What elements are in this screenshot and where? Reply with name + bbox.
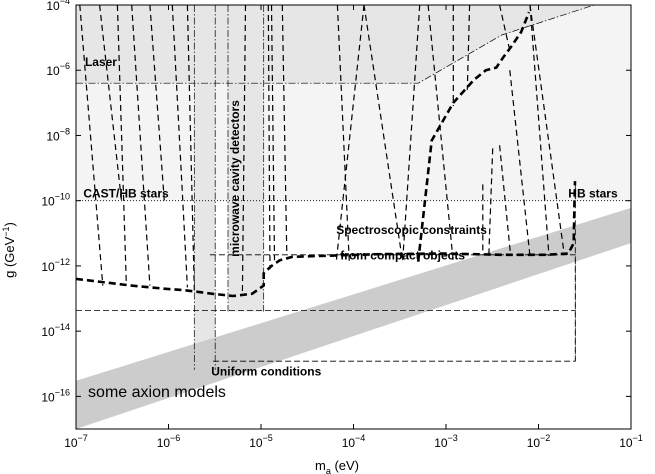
region-2 [228, 5, 264, 312]
curve-16 [336, 5, 350, 263]
shaded-regions [76, 5, 631, 429]
annotation-label: microwave cavity detectors [228, 100, 242, 257]
annotations: Laser CAST/HB stars HB stars microwave cavi… [83, 55, 618, 401]
x-tick-label: 10−1 [619, 433, 643, 450]
annotation-label: some axion models [88, 384, 226, 401]
curve-28 [529, 5, 550, 257]
annotation-label: CAST/HB stars [83, 187, 169, 201]
curve-25 [488, 148, 494, 257]
annotation-label: HB stars [568, 187, 618, 201]
curve-5 [79, 5, 104, 286]
curve-6 [99, 5, 123, 201]
curve-8 [131, 5, 151, 286]
region-4 [76, 207, 631, 429]
y-axis-label: g (GeV−1) [1, 222, 17, 278]
curve-18 [363, 5, 404, 263]
region-3 [194, 5, 216, 370]
curve-11 [186, 5, 195, 291]
curve-2 [209, 254, 576, 362]
curve-10 [171, 5, 188, 288]
constraint-curves [76, 5, 631, 370]
x-tick-label: 10−6 [157, 433, 181, 450]
y-tick-label: 10−8 [46, 126, 70, 143]
x-tick-label: 10−7 [64, 433, 88, 450]
curve-19 [402, 5, 421, 261]
curve-23 [499, 5, 511, 51]
curve-22 [466, 5, 471, 90]
y-tick-label: 10−12 [41, 257, 70, 274]
y-tick-label: 10−4 [46, 0, 70, 13]
curve-9 [149, 5, 165, 201]
annotation-label: Laser [85, 55, 117, 69]
curve-17 [335, 5, 365, 263]
curve-29 [529, 5, 565, 255]
x-axis-label: ma (eV) [315, 458, 359, 474]
curve-7 [116, 5, 127, 284]
curve-14 [270, 5, 276, 261]
x-tick-label: 10−5 [249, 433, 273, 450]
curve-20 [427, 5, 454, 263]
y-tick-label: 10−16 [41, 387, 70, 404]
curve-34 [76, 5, 595, 84]
curve-1 [416, 11, 531, 262]
curve-13 [267, 5, 271, 270]
annotation-label: Spectroscopic constraints [336, 223, 487, 237]
y-tick-label: 10−10 [41, 192, 70, 209]
curve-27 [509, 70, 531, 257]
annotation-label: from compact objects [340, 249, 465, 263]
x-tick-label: 10−4 [342, 433, 366, 450]
curve-15 [281, 5, 288, 255]
x-tick-label: 10−3 [434, 433, 458, 450]
axis-ticks: 10−7 10−6 10−5 10−4 10−3 10−2 10−1 10−16 10−14 10… [41, 0, 642, 450]
y-tick-label: 10−14 [41, 322, 70, 339]
annotation-label: Uniform conditions [211, 365, 321, 379]
curve-12 [241, 5, 247, 294]
x-tick-label: 10−2 [527, 433, 551, 450]
y-tick-label: 10−6 [46, 61, 70, 78]
